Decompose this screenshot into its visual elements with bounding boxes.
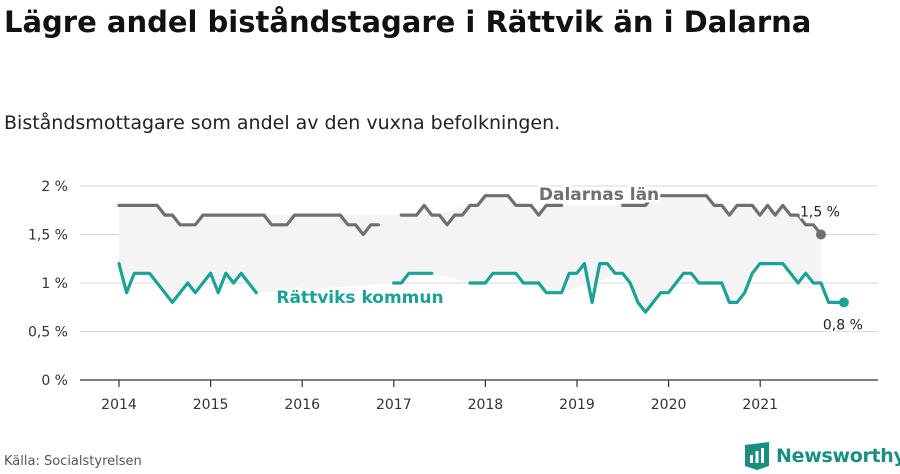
end-value-label: 1,5 %	[800, 205, 840, 221]
newsworthy-logo: Newsworthy	[745, 442, 900, 470]
chart-title: Lägre andel biståndstagare i Rättvik än …	[4, 5, 812, 39]
x-tick-label: 2018	[468, 397, 504, 413]
brand-name: Newsworthy	[776, 445, 900, 467]
series-label-dalarna: Dalarnas län	[539, 185, 659, 205]
x-tick-label: 2016	[284, 397, 320, 413]
source-note: Källa: Socialstyrelsen	[4, 454, 142, 469]
x-tick-label: 2019	[559, 397, 595, 413]
series-line-dalarna	[117, 194, 823, 237]
y-tick-label: 0,5 %	[28, 325, 68, 341]
y-tick-label: 2 %	[41, 179, 68, 195]
x-tick-label: 2020	[651, 397, 687, 413]
x-tick-label: 2021	[742, 397, 778, 413]
end-value-label: 0,8 %	[823, 317, 863, 333]
chart-subtitle: Biståndsmottagare som andel av den vuxna…	[4, 112, 561, 134]
series-label-rattvik: Rättviks kommun	[276, 288, 443, 308]
x-tick-label: 2014	[101, 397, 137, 413]
series-gap-band	[119, 195, 821, 313]
end-point	[838, 297, 849, 308]
series-line-rattvik	[117, 262, 846, 314]
y-tick-label: 1,5 %	[28, 228, 68, 244]
y-tick-label: 1 %	[41, 276, 68, 292]
x-tick-label: 2015	[193, 397, 229, 413]
y-tick-label: 0 %	[41, 373, 68, 389]
newsworthy-logo-icon	[745, 442, 769, 470]
end-point	[815, 229, 826, 240]
x-tick-label: 2017	[376, 397, 412, 413]
